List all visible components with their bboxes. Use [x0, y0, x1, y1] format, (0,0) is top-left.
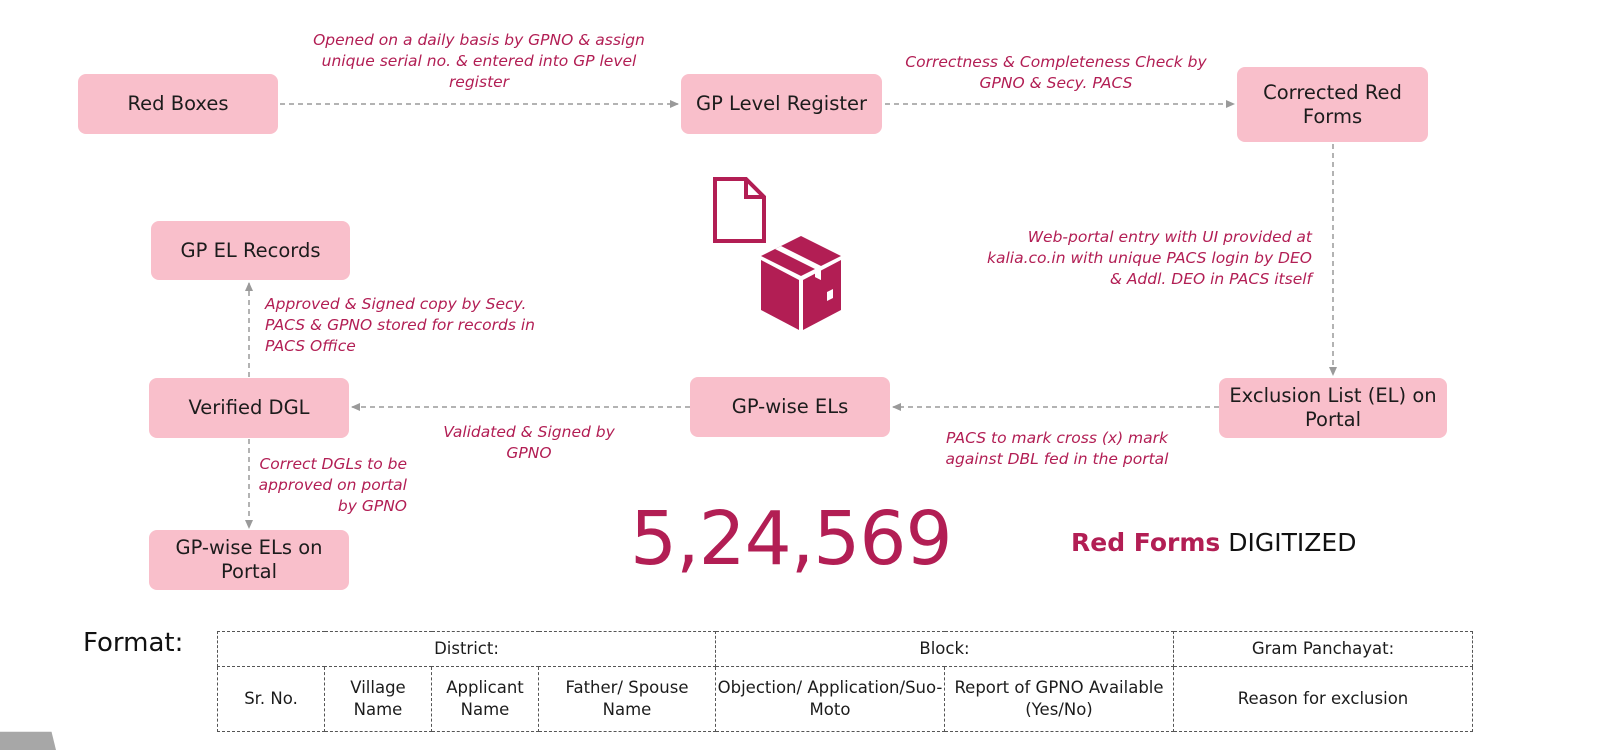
col-applicant-name: Applicant Name: [431, 666, 539, 732]
header-gram-panchayat: Gram Panchayat:: [1173, 631, 1473, 667]
package-box-icon: [761, 236, 841, 330]
node-verified-dgl: Verified DGL: [149, 378, 349, 438]
node-exclusion-list: Exclusion List (EL) on Portal: [1219, 378, 1447, 438]
note-correct-dgls: Correct DGLs to be approved on portal by…: [258, 455, 407, 515]
col-father-spouse-name: Father/ Spouse Name: [538, 666, 716, 732]
header-district: District:: [217, 631, 716, 667]
header-block: Block:: [715, 631, 1174, 667]
slide-number-tab: [0, 731, 56, 750]
node-gp-level-register: GP Level Register: [681, 74, 882, 134]
note-pacs-mark: PACS to mark cross (x) mark against DBL …: [945, 429, 1169, 468]
note-correctness-check: Correctness & Completeness Check by GPNO…: [905, 53, 1207, 92]
node-corrected-red-forms: Corrected Red Forms: [1237, 67, 1428, 142]
node-gp-wise-els-portal: GP-wise ELs on Portal: [149, 530, 349, 590]
digitized-label-bold: Red Forms: [1071, 528, 1221, 557]
note-approved-signed: Approved & Signed copy by Secy. PACS & G…: [265, 295, 535, 355]
node-gp-wise-els: GP-wise ELs: [690, 377, 890, 437]
col-report-gpno: Report of GPNO Available (Yes/No): [944, 666, 1174, 732]
document-icon: [713, 177, 766, 243]
col-sr-no: Sr. No.: [217, 666, 325, 732]
node-red-boxes: Red Boxes: [78, 74, 278, 134]
col-village-name: Village Name: [324, 666, 432, 732]
format-label: Format:: [83, 628, 184, 658]
note-validated-signed: Validated & Signed by GPNO: [443, 423, 615, 462]
note-opened-daily: Opened on a daily basis by GPNO & assign…: [313, 31, 645, 91]
digitized-count: 5,24,569: [630, 496, 953, 582]
col-reason-exclusion: Reason for exclusion: [1173, 666, 1473, 732]
node-gp-el-records: GP EL Records: [151, 221, 350, 280]
col-objection: Objection/ Application/Suo-Moto: [715, 666, 945, 732]
digitized-label-rest: DIGITIZED: [1220, 528, 1357, 557]
note-web-portal-entry: Web-portal entry with UI provided at kal…: [986, 228, 1312, 288]
format-table: District: Block: Gram Panchayat: Sr. No.…: [217, 631, 1473, 732]
digitized-label: Red Forms DIGITIZED: [1071, 525, 1356, 561]
